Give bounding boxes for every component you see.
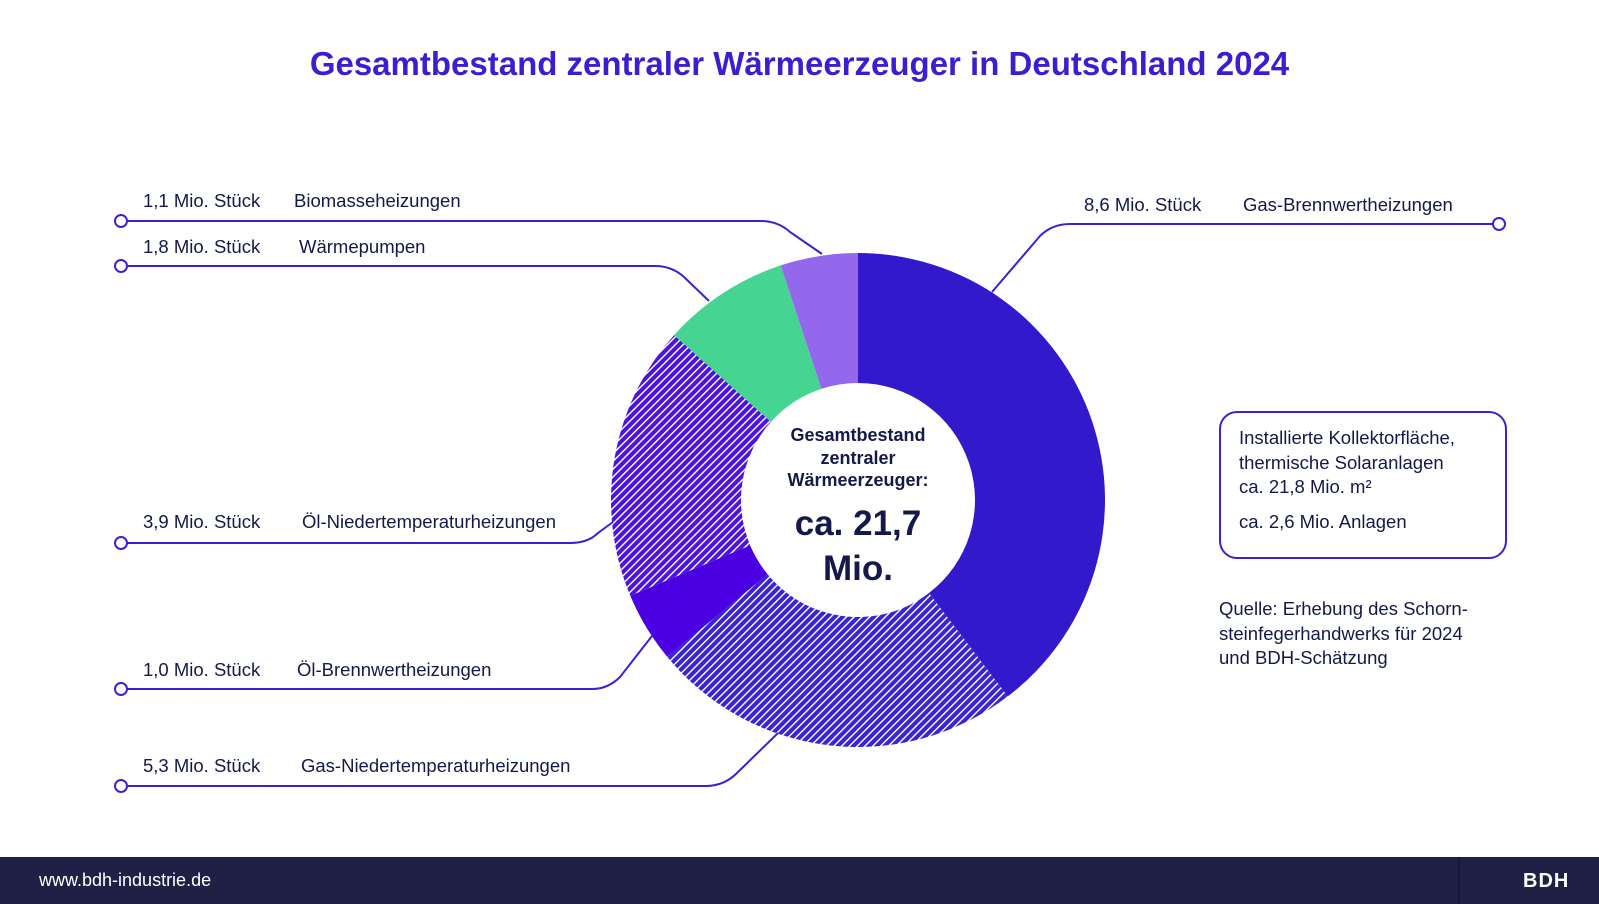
leader-endpoint-oel-brennwert xyxy=(114,682,128,696)
source-line: und BDH-Schätzung xyxy=(1219,647,1388,668)
category-label-oel-niedertemperatur: Öl-Niedertemperaturheizungen xyxy=(302,511,556,532)
donut-slice-oel-niedertemperatur xyxy=(611,335,771,596)
category-label-gas-brennwert: Gas-Brennwertheizungen xyxy=(1243,194,1453,215)
source-note: Quelle: Erhebung des Schorn- steinfegerh… xyxy=(1219,597,1468,671)
leader-line-oel-brennwert xyxy=(127,635,653,690)
info-box-line: thermische Solaranlagen xyxy=(1239,451,1444,473)
center-total-value: ca. 21,7 xyxy=(794,504,922,543)
category-label-waermepumpen: Wärmepumpen xyxy=(299,236,426,257)
bdh-logo: BDH xyxy=(1523,870,1570,892)
center-caption-line: zentraler xyxy=(820,447,896,468)
center-caption-line: Wärmeerzeuger: xyxy=(787,470,929,490)
source-line: steinfegerhandwerks für 2024 xyxy=(1219,622,1463,644)
value-label-oel-niedertemperatur: 3,9 Mio. Stück xyxy=(143,511,261,532)
category-label-oel-brennwert: Öl-Brennwertheizungen xyxy=(297,659,492,680)
leader-line-biomasse xyxy=(127,220,823,255)
leader-lines xyxy=(114,214,1506,793)
chart-title: Gesamtbestand zentraler Wärmeerzeuger in… xyxy=(309,45,1290,82)
category-label-biomasse: Biomasseheizungen xyxy=(294,190,461,211)
value-label-gas-niedertemperatur: 5,3 Mio. Stück xyxy=(143,755,261,776)
footer-bar: www.bdh-industrie.de BDH xyxy=(0,857,1599,904)
info-box-installations: ca. 2,6 Mio. Anlagen xyxy=(1239,510,1407,532)
center-total-unit: Mio. xyxy=(823,549,893,588)
leader-endpoint-waermepumpen xyxy=(114,259,128,273)
center-caption-line: Gesamtbestand xyxy=(790,425,926,445)
source-line: Quelle: Erhebung des Schorn- xyxy=(1219,598,1468,619)
donut-slice-gas-brennwert xyxy=(858,253,1105,697)
solar-info-box: Installierte Kollektorfläche, thermische… xyxy=(1219,411,1507,559)
info-box-line: ca. 21,8 Mio. m² xyxy=(1239,476,1372,497)
value-label-gas-brennwert: 8,6 Mio. Stück xyxy=(1084,194,1202,215)
donut-slice-waermepumpen xyxy=(674,265,822,422)
category-label-gas-niedertemperatur: Gas-Niedertemperaturheizungen xyxy=(301,755,571,776)
leader-line-gas-brennwert xyxy=(991,223,1493,293)
footer-divider xyxy=(1458,857,1460,904)
leader-endpoint-gas-niedertemperatur xyxy=(114,779,128,793)
donut-slices xyxy=(611,253,1105,747)
leader-line-waermepumpen xyxy=(127,265,710,302)
donut-slice-oel-brennwert xyxy=(630,545,768,657)
value-label-biomasse: 1,1 Mio. Stück xyxy=(143,190,261,211)
value-label-oel-brennwert: 1,0 Mio. Stück xyxy=(143,659,261,680)
value-label-waermepumpen: 1,8 Mio. Stück xyxy=(143,236,261,257)
leader-endpoint-oel-niedertemperatur xyxy=(114,536,128,550)
donut-slice-gas-niedertemperatur xyxy=(667,574,1008,747)
donut-slice-biomasse xyxy=(780,253,858,389)
leader-endpoint-biomasse xyxy=(114,214,128,228)
info-box-line: Installierte Kollektorfläche, xyxy=(1239,427,1455,448)
website-link[interactable]: www.bdh-industrie.de xyxy=(39,870,212,890)
leader-endpoint-gas-brennwert xyxy=(1492,217,1506,231)
leader-line-oel-niedertemperatur xyxy=(127,521,614,544)
leader-line-gas-niedertemperatur xyxy=(127,732,779,787)
